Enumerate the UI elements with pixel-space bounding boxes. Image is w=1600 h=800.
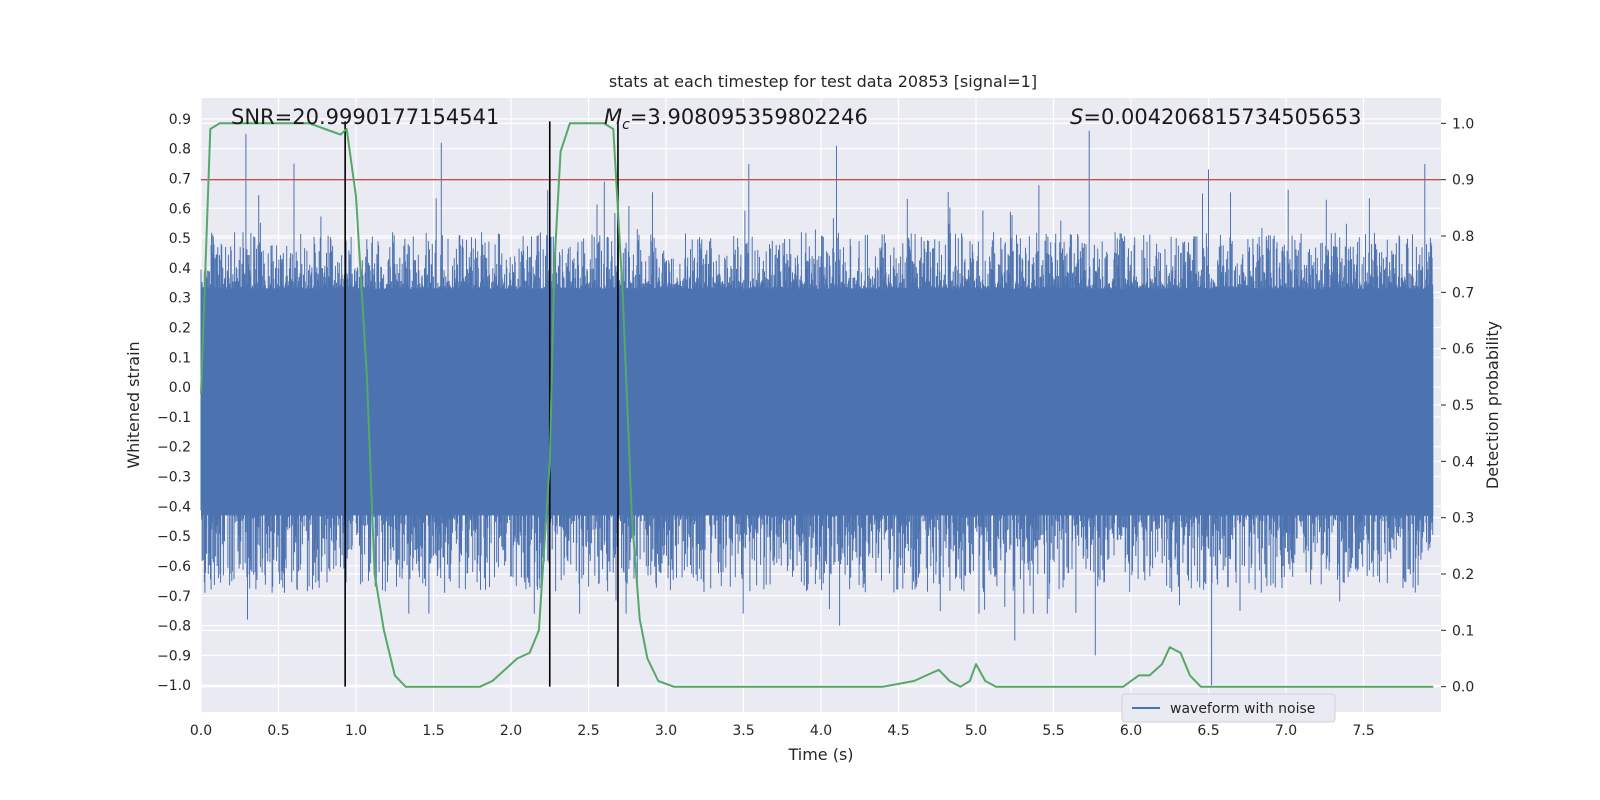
waveform-series: [200, 130, 1434, 686]
y2-tick-label: 1.0: [1452, 116, 1474, 132]
y2-tick-label: 0.0: [1452, 680, 1474, 696]
y-tick-label: 0.1: [169, 350, 191, 366]
y-axis-ticks: 0.9 0.8 0.7 0.6 0.5 0.4 0.3 0.2 0.1 0.0 −0.1 −0.2 −0…: [157, 112, 191, 694]
x-tick-label: 2.5: [577, 723, 599, 739]
y2-tick-label: 0.2: [1452, 567, 1474, 583]
mc-value: =3.908095359802246: [630, 105, 868, 129]
probability-line: [200, 122, 1434, 688]
y2-tick-label: 0.6: [1452, 342, 1474, 358]
legend: waveform with noise: [1121, 693, 1336, 723]
s-value: =0.004206815734505653: [1083, 105, 1361, 129]
y-tick-label: 0.6: [169, 201, 191, 217]
y2-tick-label: 0.7: [1452, 285, 1474, 301]
mc-subscript: c: [622, 117, 630, 133]
mc-symbol: M: [604, 105, 622, 129]
y-tick-label: −0.7: [157, 589, 191, 605]
s-symbol: S: [1070, 105, 1083, 129]
y-tick-label: −0.4: [157, 499, 191, 515]
y-tick-label: 0.7: [169, 171, 191, 187]
y-tick-label: −0.2: [157, 440, 191, 456]
y2-tick-label: 0.8: [1452, 229, 1474, 245]
x-tick-label: 1.0: [345, 723, 367, 739]
x-tick-label: 7.5: [1352, 723, 1374, 739]
y-tick-label: 0.9: [169, 112, 191, 128]
legend-label: waveform with noise: [1170, 701, 1315, 717]
y2-tick-label: 0.9: [1452, 173, 1474, 189]
y2-tick-label: 0.1: [1452, 623, 1474, 639]
y2-tick-label: 0.4: [1452, 454, 1474, 470]
y-tick-label: 0.4: [169, 261, 191, 277]
x-tick-label: 5.0: [965, 723, 987, 739]
y-tick-label: −0.6: [157, 559, 191, 575]
x-tick-label: 7.0: [1275, 723, 1297, 739]
x-tick-label: 6.5: [1197, 723, 1219, 739]
y2-axis-ticks: 1.0 0.9 0.8 0.7 0.6 0.5 0.4 0.3 0.2 0.1 0.0: [1441, 116, 1474, 696]
plot-content: [200, 121, 1441, 688]
x-tick-label: 0.0: [190, 723, 212, 739]
y-tick-label: −0.8: [157, 619, 191, 635]
y-tick-label: −0.1: [157, 410, 191, 426]
y-axis-label: Whitened strain: [124, 341, 143, 468]
x-tick-label: 3.5: [732, 723, 754, 739]
detection-probability-series: [200, 122, 1434, 688]
y-tick-label: −0.9: [157, 648, 191, 664]
x-tick-label: 5.5: [1042, 723, 1064, 739]
x-tick-label: 1.5: [422, 723, 444, 739]
x-tick-label: 6.0: [1120, 723, 1142, 739]
y-tick-label: 0.2: [169, 321, 191, 337]
y2-tick-label: 0.5: [1452, 398, 1474, 414]
y-tick-label: 0.8: [169, 142, 191, 158]
y2-axis-label: Detection probability: [1483, 321, 1502, 489]
legend-box: [1121, 693, 1336, 723]
y-tick-label: 0.3: [169, 291, 191, 307]
y-tick-label: −1.0: [157, 678, 191, 694]
x-tick-label: 0.5: [267, 723, 289, 739]
y2-tick-label: 0.3: [1452, 511, 1474, 527]
mc-annotation: Mc=3.908095359802246: [604, 105, 868, 133]
x-axis-ticks: 0.0 0.5 1.0 1.5 2.0 2.5 3.0 3.5 4.0 4.5 5.0 5.5 6.0 6…: [190, 723, 1375, 739]
y-tick-label: −0.5: [157, 529, 191, 545]
chart-title: stats at each timestep for test data 208…: [609, 72, 1037, 91]
x-tick-label: 3.0: [655, 723, 677, 739]
x-axis-label: Time (s): [787, 745, 853, 764]
y-tick-label: 0.0: [169, 380, 191, 396]
x-tick-label: 4.5: [887, 723, 909, 739]
x-tick-label: 4.0: [810, 723, 832, 739]
y-tick-label: 0.5: [169, 231, 191, 247]
snr-annotation: SNR=20.9990177154541: [231, 105, 499, 129]
s-annotation: S=0.004206815734505653: [1070, 105, 1361, 129]
x-tick-label: 2.0: [500, 723, 522, 739]
y-tick-label: −0.3: [157, 470, 191, 486]
